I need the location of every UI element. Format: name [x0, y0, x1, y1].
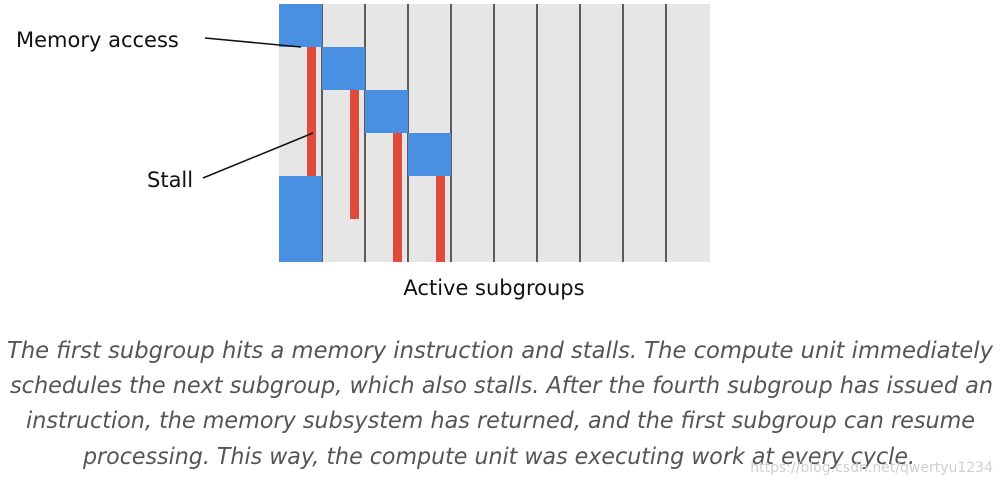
caption-line: instruction, the memory subsystem has re…: [26, 408, 975, 434]
memory-access-blocks: [279, 4, 451, 262]
memory-access-pointer: [204, 37, 302, 48]
x-axis-label: Active subgroups: [403, 276, 584, 300]
watermark: https://blog.csdn.net/qwertyu1234: [750, 460, 993, 476]
stall-label: Stall: [147, 168, 193, 192]
caption-line: processing. This way, the compute unit w…: [82, 444, 915, 470]
memory-access-label: Memory access: [16, 28, 179, 52]
caption-line: The first subgroup hits a memory instruc…: [7, 338, 993, 364]
caption-line: schedules the next subgroup, which also …: [10, 373, 993, 399]
stall-bars: [307, 47, 445, 262]
stall-pointer: [202, 132, 314, 179]
